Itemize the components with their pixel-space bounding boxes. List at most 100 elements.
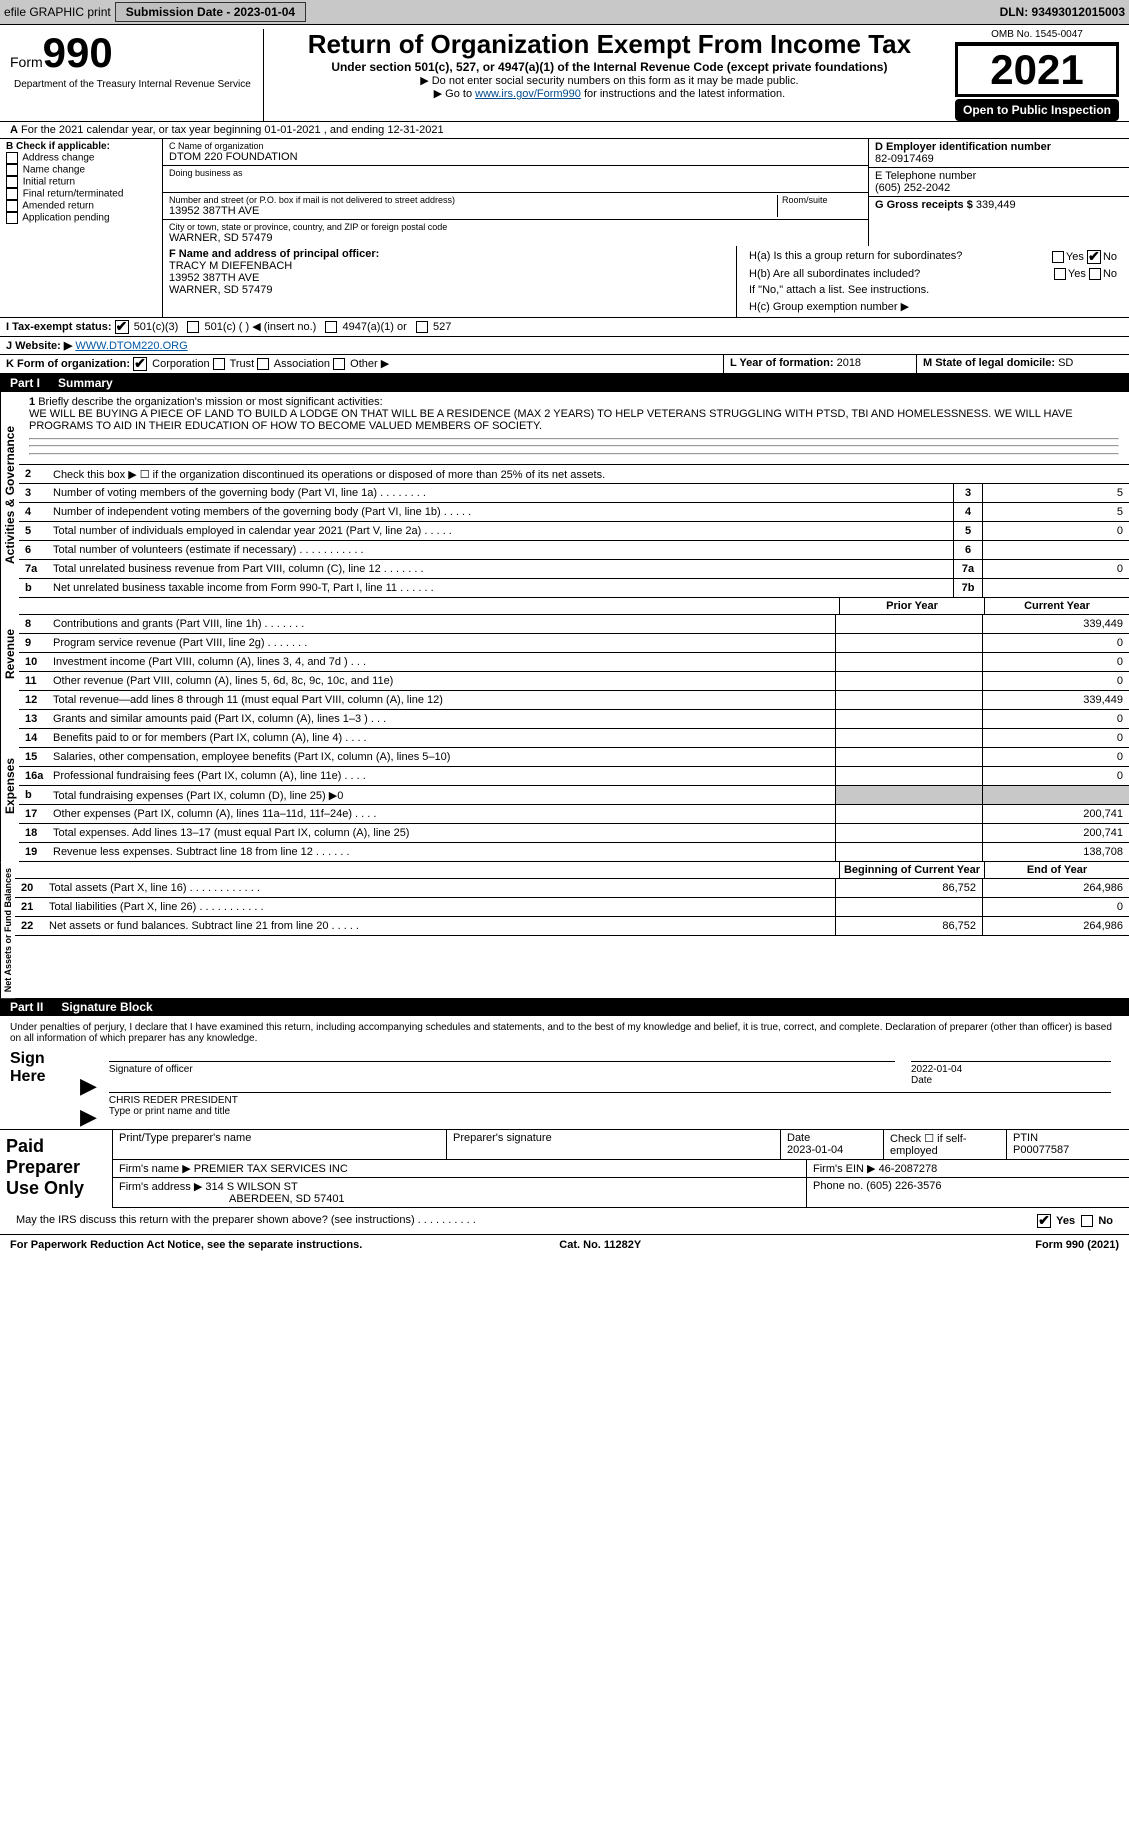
footer-cat: Cat. No. 11282Y (559, 1239, 641, 1251)
submission-date-button[interactable]: Submission Date - 2023-01-04 (115, 2, 306, 22)
b-option[interactable]: Application pending (6, 212, 156, 224)
ha-lbl: H(a) Is this a group return for subordin… (749, 250, 962, 262)
note-ssn: ▶ Do not enter social security numbers o… (274, 74, 945, 87)
side-netassets: Net Assets or Fund Balances (0, 862, 15, 998)
l-lbl: L Year of formation: (730, 357, 834, 369)
b-option[interactable]: Final return/terminated (6, 188, 156, 200)
b-opts: Address change Name change Initial retur… (6, 152, 156, 224)
prep-date: 2023-01-04 (787, 1144, 843, 1156)
prep-lbl: Paid Preparer Use Only (0, 1130, 112, 1208)
hb-no-cb[interactable] (1089, 268, 1101, 280)
i-501c3-cb[interactable] (115, 320, 129, 334)
rev-line: 9Program service revenue (Part VIII, lin… (19, 634, 1129, 653)
f-lbl: F Name and address of principal officer: (169, 248, 379, 260)
ha-yes-cb[interactable] (1052, 251, 1064, 263)
boy-hdr: Beginning of Current Year (839, 862, 984, 878)
officer-city: WARNER, SD 57479 (169, 284, 273, 296)
i-opt3: 527 (433, 321, 451, 333)
rev-lines: 8Contributions and grants (Part VIII, li… (19, 615, 1129, 710)
sig-officer-line: Signature of officer (109, 1061, 895, 1086)
hb-yes-cb[interactable] (1054, 268, 1066, 280)
k-corp-cb[interactable] (133, 357, 147, 371)
main-title: Return of Organization Exempt From Incom… (274, 29, 945, 60)
sig-date: 2022-01-04 (911, 1064, 962, 1075)
title-center: Return of Organization Exempt From Incom… (264, 29, 955, 121)
paid-preparer: Paid Preparer Use Only Print/Type prepar… (0, 1129, 1129, 1208)
street-lbl: Number and street (or P.O. box if mail i… (169, 195, 777, 205)
goto-label: ▶ Go to (434, 88, 475, 100)
side-revenue: Revenue (0, 598, 19, 710)
name-title-lbl: Type or print name and title (109, 1106, 230, 1117)
b-option[interactable]: Initial return (6, 176, 156, 188)
exp-line: 15Salaries, other compensation, employee… (19, 748, 1129, 767)
firm-addr2: ABERDEEN, SD 57401 (229, 1193, 345, 1205)
top-bar: efile GRAPHIC print Submission Date - 20… (0, 0, 1129, 25)
sign-here-lbl: Sign Here (10, 1050, 80, 1086)
b-option[interactable]: Address change (6, 152, 156, 164)
i-527-cb[interactable] (416, 321, 428, 333)
footer-left: For Paperwork Reduction Act Notice, see … (10, 1239, 362, 1251)
b-title: B Check if applicable: (6, 141, 156, 152)
sig-date-line: 2022-01-04Date (911, 1061, 1111, 1086)
ha-no: No (1103, 251, 1117, 263)
part2-num: Part II (10, 1000, 43, 1014)
irs-link[interactable]: www.irs.gov/Form990 (475, 88, 581, 100)
link-suffix: for instructions and the latest informat… (581, 88, 785, 100)
ein-val: 82-0917469 (875, 153, 934, 165)
website-link[interactable]: WWW.DTOM220.ORG (75, 340, 187, 352)
j-row: J Website: ▶ WWW.DTOM220.ORG (0, 337, 1129, 355)
prep-name-lbl: Print/Type preparer's name (119, 1132, 251, 1144)
b-option[interactable]: Amended return (6, 200, 156, 212)
exp-line: 16aProfessional fundraising fees (Part I… (19, 767, 1129, 786)
i-lbl: I Tax-exempt status: (6, 321, 112, 333)
gov-line: 4Number of independent voting members of… (19, 503, 1129, 522)
net-line: 21Total liabilities (Part X, line 26) . … (15, 898, 1129, 917)
header-grid: B Check if applicable: Address change Na… (0, 139, 1129, 246)
b-option[interactable]: Name change (6, 164, 156, 176)
firm-name-lbl: Firm's name ▶ (119, 1163, 191, 1175)
phone-val: (605) 252-2042 (875, 182, 950, 194)
discuss-yes-cb[interactable] (1037, 1214, 1051, 1228)
declaration-text: Under penalties of perjury, I declare th… (10, 1022, 1119, 1044)
exp-lines: 13Grants and similar amounts paid (Part … (19, 710, 1129, 862)
gov-line: 6Total number of volunteers (estimate if… (19, 541, 1129, 560)
discuss-no-cb[interactable] (1081, 1215, 1093, 1227)
signature-block: Under penalties of perjury, I declare th… (0, 1016, 1129, 1129)
firm-addr-lbl: Firm's address ▶ (119, 1181, 202, 1193)
street: 13952 387TH AVE (169, 205, 259, 217)
k-assoc-cb[interactable] (257, 358, 269, 370)
period-text: For the 2021 calendar year, or tax year … (21, 124, 444, 136)
officer-name: TRACY M DIEFENBACH (169, 260, 292, 272)
year-box: OMB No. 1545-0047 2021 Open to Public In… (955, 29, 1119, 121)
omb-number: OMB No. 1545-0047 (955, 29, 1119, 43)
hc-lbl: H(c) Group exemption number ▶ (743, 298, 1123, 315)
firm-ein: 46-2087278 (879, 1163, 938, 1175)
ha-no-cb[interactable] (1087, 250, 1101, 264)
i-opt0: 501(c)(3) (134, 321, 179, 333)
i-501c-cb[interactable] (187, 321, 199, 333)
org-name: DTOM 220 FOUNDATION (169, 151, 298, 163)
phone-lbl: E Telephone number (875, 170, 976, 182)
city: WARNER, SD 57479 (169, 232, 273, 244)
net-line: 20Total assets (Part X, line 16) . . . .… (15, 879, 1129, 898)
side-expenses: Expenses (0, 710, 19, 862)
sig-officer-lbl: Signature of officer (109, 1064, 193, 1075)
k-other-cb[interactable] (333, 358, 345, 370)
prior-year-hdr: Prior Year (839, 598, 984, 614)
i-4947-cb[interactable] (325, 321, 337, 333)
j-lbl: J Website: ▶ (6, 340, 72, 352)
gov-line: 7aTotal unrelated business revenue from … (19, 560, 1129, 579)
k-trust-cb[interactable] (213, 358, 225, 370)
dln-label: DLN: 93493012015003 (1000, 5, 1125, 19)
footer: For Paperwork Reduction Act Notice, see … (0, 1235, 1129, 1255)
section-c: C Name of organizationDTOM 220 FOUNDATIO… (163, 139, 869, 246)
current-year-hdr: Current Year (984, 598, 1129, 614)
governance-table: Activities & Governance 1 Briefly descri… (0, 392, 1129, 598)
rev-line: 10Investment income (Part VIII, column (… (19, 653, 1129, 672)
part1-header: Part ISummary (0, 374, 1129, 392)
ein-lbl: D Employer identification number (875, 141, 1051, 153)
i-opt2: 4947(a)(1) or (343, 321, 407, 333)
part2-title: Signature Block (61, 1000, 152, 1014)
firm-ein-lbl: Firm's EIN ▶ (813, 1163, 876, 1175)
gov-lines: 2Check this box ▶ ☐ if the organization … (19, 465, 1129, 598)
